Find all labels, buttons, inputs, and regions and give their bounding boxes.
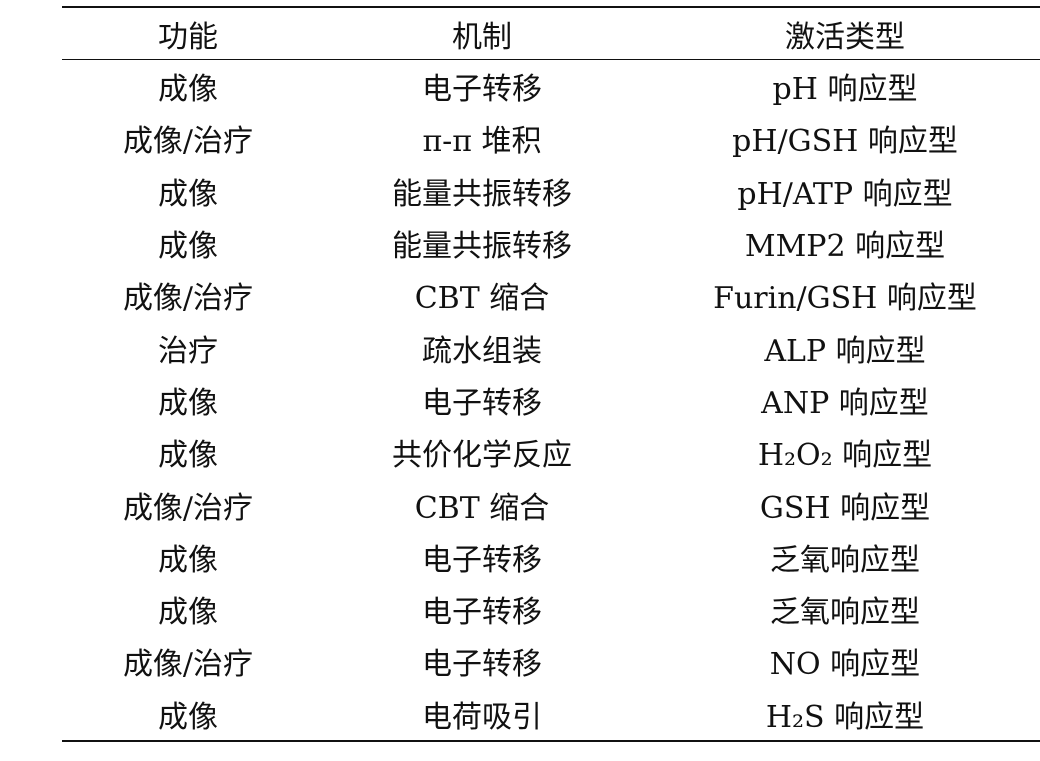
cell-mechanism: 能量共振转移	[392, 229, 572, 265]
cell-activation-type: NO 响应型	[769, 647, 921, 683]
cell-mechanism: 电子转移	[422, 385, 542, 421]
cell-function: 成像	[158, 595, 218, 631]
cell-mechanism: 电子转移	[422, 595, 542, 631]
table-row: 成像 电子转移 乏氧响应型	[62, 531, 1040, 583]
table-row: 成像/治疗 电子转移 NO 响应型	[62, 635, 1040, 687]
cell-activation-type: 乏氧响应型	[770, 542, 920, 578]
cell-activation-type: H₂S 响应型	[765, 699, 925, 735]
cell-mechanism: 共价化学反应	[392, 438, 572, 474]
cell-mechanism: CBT 缩合	[414, 281, 550, 317]
cell-activation-type: pH 响应型	[772, 72, 918, 108]
cell-function: 成像	[158, 229, 218, 265]
cell-function: 成像/治疗	[122, 490, 254, 526]
table-row: 成像 共价化学反应 H₂O₂ 响应型	[62, 426, 1040, 478]
table-row: 成像 电子转移 乏氧响应型	[62, 583, 1040, 635]
cell-mechanism: 电子转移	[422, 72, 542, 108]
cell-activation-type: pH/ATP 响应型	[737, 176, 953, 212]
table-row: 成像/治疗 π-π 堆积 pH/GSH 响应型	[62, 112, 1040, 164]
table-row: 成像 能量共振转移 pH/ATP 响应型	[62, 165, 1040, 217]
cell-function: 成像/治疗	[122, 281, 254, 317]
cell-activation-type: pH/GSH 响应型	[732, 124, 958, 160]
cell-mechanism: π-π 堆积	[422, 124, 542, 160]
table-row: 成像 电荷吸引 H₂S 响应型	[62, 688, 1040, 741]
header-function: 功能	[158, 19, 218, 55]
table-row: 成像 电子转移 ANP 响应型	[62, 374, 1040, 426]
cell-function: 成像	[158, 176, 218, 212]
header-activation-type: 激活类型	[785, 19, 905, 55]
cell-activation-type: H₂O₂ 响应型	[757, 438, 933, 474]
cell-function: 成像	[158, 385, 218, 421]
table-row: 成像 能量共振转移 MMP2 响应型	[62, 217, 1040, 269]
cell-function: 成像	[158, 699, 218, 735]
cell-mechanism: 疏水组装	[422, 333, 542, 369]
table-row: 成像/治疗 CBT 缩合 GSH 响应型	[62, 478, 1040, 530]
cell-function: 成像	[158, 542, 218, 578]
header-mechanism: 机制	[452, 19, 512, 55]
cell-function: 治疗	[158, 333, 218, 369]
table-row: 治疗 疏水组装 ALP 响应型	[62, 321, 1040, 373]
table-row: 成像/治疗 CBT 缩合 Furin/GSH 响应型	[62, 269, 1040, 321]
cell-activation-type: ALP 响应型	[764, 333, 926, 369]
cell-mechanism: CBT 缩合	[414, 490, 550, 526]
activation-type-table: 功能 机制 激活类型 成像 电子转移 pH 响应型 成像/治疗 π-π 堆积 pH/GSH…	[62, 6, 1040, 742]
cell-activation-type: GSH 响应型	[759, 490, 931, 526]
cell-mechanism: 电子转移	[422, 647, 542, 683]
table-row: 成像 电子转移 pH 响应型	[62, 60, 1040, 113]
header-row: 功能 机制 激活类型	[62, 7, 1040, 60]
cell-mechanism: 能量共振转移	[392, 176, 572, 212]
cell-mechanism: 电荷吸引	[422, 699, 542, 735]
cell-function: 成像	[158, 72, 218, 108]
cell-activation-type: MMP2 响应型	[744, 229, 946, 265]
cell-activation-type: Furin/GSH 响应型	[713, 281, 977, 317]
cell-activation-type: 乏氧响应型	[770, 595, 920, 631]
cell-function: 成像/治疗	[122, 124, 254, 160]
cell-activation-type: ANP 响应型	[761, 385, 929, 421]
cell-function: 成像	[158, 438, 218, 474]
cell-function: 成像/治疗	[122, 647, 254, 683]
cell-mechanism: 电子转移	[422, 542, 542, 578]
